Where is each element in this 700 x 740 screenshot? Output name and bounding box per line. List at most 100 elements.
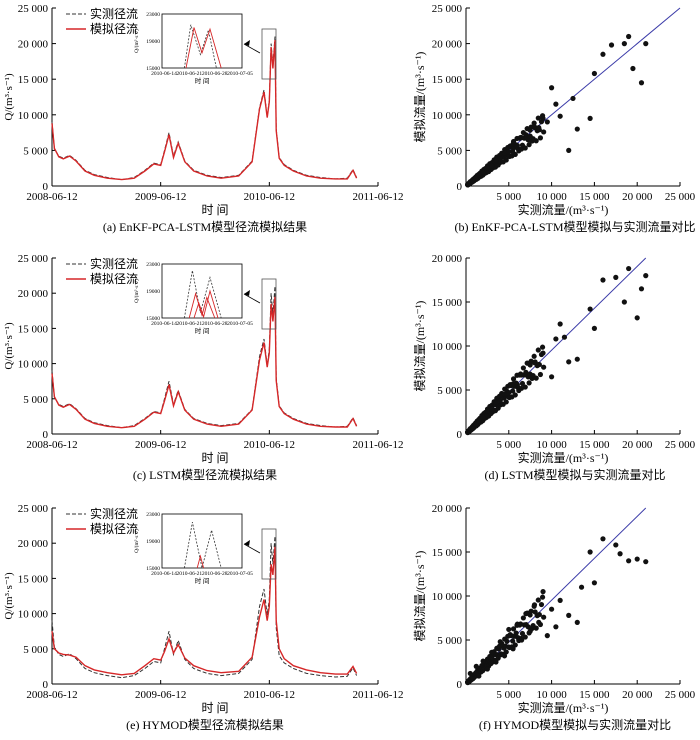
observed-series-line (51, 536, 358, 679)
data-point (533, 138, 539, 144)
x-axis-title: 实测流量/(m³·s⁻¹) (518, 700, 609, 715)
data-point (535, 597, 541, 603)
data-point (643, 559, 649, 565)
inset-x-axis-title: 时 间 (195, 576, 210, 585)
data-point (553, 101, 559, 107)
data-point (536, 611, 542, 618)
legend-observed-label: 实测径流 (90, 506, 138, 521)
y-tick-label: 10 000 (432, 341, 463, 353)
data-point (626, 33, 632, 40)
data-point (531, 602, 538, 608)
data-point (473, 663, 479, 670)
y-tick-label: 20 000 (18, 288, 49, 300)
x-axis-title: 时 间 (201, 203, 228, 217)
data-point (522, 634, 528, 640)
x-tick-label: 25 000 (665, 689, 696, 701)
y-tick-label: 20 000 (432, 253, 463, 265)
inset-x-tick-label: 2010-06-14 (151, 571, 177, 577)
y-tick-label: 5 000 (437, 385, 462, 397)
data-point (535, 347, 541, 353)
data-point (643, 41, 649, 47)
data-point (525, 624, 531, 630)
data-point (493, 399, 499, 405)
scatter-panel-f: 0 5 000 10 000 15 000 20 000 5 000 10 000 15 00… (413, 503, 696, 732)
y-tick-label: 5 000 (23, 644, 48, 656)
x-tick-label: 15 000 (579, 689, 610, 701)
data-point (506, 149, 512, 155)
inset-x-tick-label: 2010-06-21 (176, 321, 202, 327)
peak-highlight-box (261, 278, 277, 330)
data-point (514, 382, 520, 388)
data-point (497, 639, 503, 645)
x-tick-label: 2011-06-12 (353, 439, 404, 451)
zoom-arrow-head (244, 540, 250, 546)
legend-observed-label: 实测径流 (90, 256, 138, 271)
data-point (566, 359, 572, 365)
x-tick-label: 2011-06-12 (353, 689, 404, 701)
x-tick-label: 20 000 (622, 689, 653, 701)
y-axis-title: Q/(m³·s⁻¹) (3, 73, 15, 121)
data-point (539, 344, 546, 350)
y-axis-title: Q/(m³·s⁻¹) (3, 572, 15, 620)
data-point (587, 115, 593, 121)
y-axis-title: 模拟流量/(m³·s⁻¹) (413, 52, 427, 143)
inset-x-tick-label: 2010-07-05 (227, 321, 253, 327)
data-point (489, 649, 495, 655)
data-point (476, 172, 482, 178)
simulated-series-line (51, 546, 358, 676)
runoff-panel-a: 0 5 000 10 000 15 000 20 000 25 000 2008-06-12… (3, 3, 403, 234)
data-point (510, 388, 516, 394)
x-tick-label: 5 000 (496, 439, 521, 451)
data-point (626, 558, 632, 564)
data-point (540, 350, 546, 356)
data-point (638, 286, 645, 292)
data-point (480, 414, 486, 420)
x-axis-title: 实测流量/(m³·s⁻¹) (518, 202, 609, 217)
y-tick-label: 25 000 (18, 253, 49, 265)
panel-caption: (a) EnKF-PCA-LSTM模型径流模拟结果 (103, 220, 307, 234)
panel-caption: (c) LSTM模型径流模拟结果 (133, 468, 277, 482)
x-tick-label: 2009-06-12 (135, 439, 186, 451)
data-point (504, 638, 510, 644)
data-point (513, 630, 519, 636)
x-axis-title: 时 间 (201, 451, 228, 465)
data-point (591, 580, 598, 586)
runoff-panel-e: 0 5 000 10 000 15 000 20 000 25 000 2008-06-12… (3, 503, 403, 732)
y-tick-label: 25 000 (18, 3, 49, 15)
y-tick-label: 5 000 (437, 145, 462, 157)
data-point (553, 336, 559, 342)
data-point (470, 676, 476, 682)
data-point (514, 621, 520, 627)
data-point (493, 157, 499, 163)
data-point (489, 163, 495, 169)
inset-simulated-line (196, 554, 205, 569)
runoff-panel-c: 0 5 000 10 000 15 000 20 000 25 000 2008-06-12… (3, 253, 403, 482)
data-point (480, 169, 486, 176)
data-point (506, 626, 512, 633)
data-point (544, 633, 550, 639)
x-tick-label: 5 000 (496, 689, 521, 701)
data-point (549, 85, 555, 91)
zoom-arrow (243, 43, 261, 54)
y-tick-label: 15 000 (18, 573, 49, 585)
data-point (503, 399, 509, 405)
data-point (531, 360, 538, 366)
data-point (533, 375, 539, 381)
data-point (510, 646, 516, 652)
data-point (531, 120, 537, 126)
data-point (522, 145, 528, 151)
inset-y-axis-title: Q/(m³·s⁻¹) (133, 29, 140, 53)
data-point (489, 406, 495, 412)
data-point (520, 365, 526, 371)
y-tick-label: 0 (457, 181, 463, 193)
x-tick-label: 15 000 (579, 191, 610, 203)
inset-simulated-line (185, 27, 222, 69)
data-point (634, 315, 640, 321)
y-tick-label: 10 000 (18, 110, 49, 122)
inset-y-tick-label: 19000 (146, 39, 160, 45)
data-point (519, 630, 526, 637)
data-point (519, 134, 525, 141)
